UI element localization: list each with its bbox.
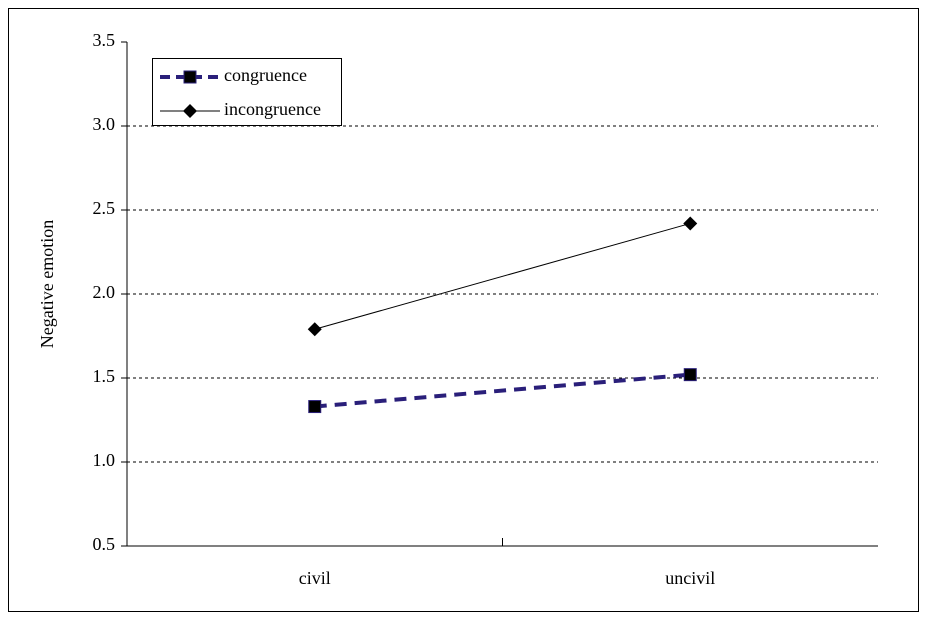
legend-label: congruence: [224, 65, 307, 85]
marker: [307, 322, 322, 337]
y-tick-label: 1.5: [93, 366, 116, 386]
y-tick-label: 3.5: [93, 30, 116, 50]
y-tick-label: 3.0: [93, 114, 116, 134]
y-tick-label: 2.0: [93, 282, 116, 302]
marker: [183, 70, 197, 84]
x-tick-label: civil: [299, 568, 331, 588]
marker: [683, 368, 697, 382]
series-line: [314, 372, 691, 409]
series-line: [314, 222, 691, 330]
marker: [183, 104, 197, 118]
marker: [308, 400, 322, 414]
legend-box: [152, 58, 342, 126]
x-tick-label: uncivil: [665, 568, 715, 588]
legend-label: incongruence: [224, 99, 321, 119]
chart-frame: [8, 8, 919, 612]
y-tick-label: 1.0: [93, 450, 116, 470]
y-axis-label: Negative emotion: [37, 220, 57, 348]
y-tick-label: 2.5: [93, 198, 116, 218]
marker: [683, 216, 698, 231]
y-tick-label: 0.5: [93, 534, 116, 554]
